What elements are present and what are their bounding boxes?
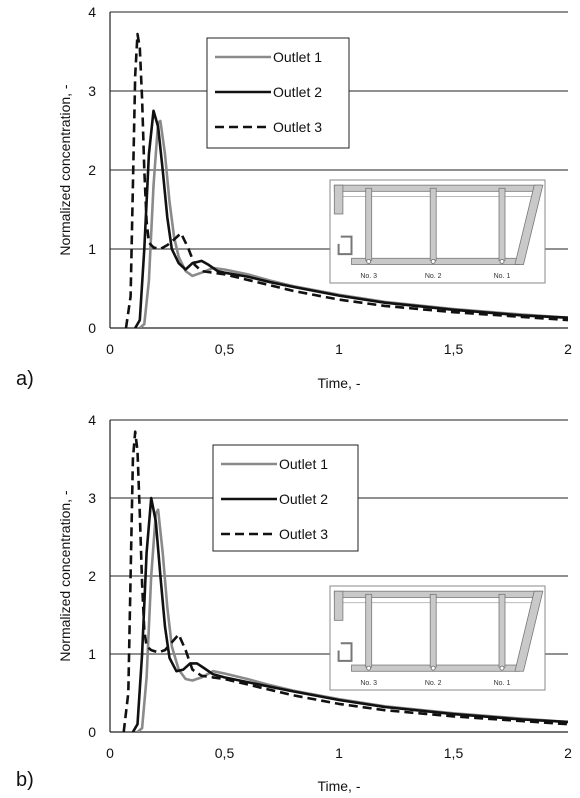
inset-label: No. 3 [360, 273, 377, 280]
inset-outlet-marker [431, 666, 435, 670]
inset-outlet-pipe [430, 188, 436, 260]
x-tick-label: 1,5 [444, 745, 464, 761]
x-tick-label: 0 [106, 745, 114, 761]
legend-label: Outlet 2 [279, 491, 328, 507]
y-axis-title: Normalized concentration, - [57, 84, 73, 256]
inset-outlet-marker [367, 259, 371, 263]
legend-label: Outlet 2 [273, 84, 322, 100]
x-axis-title: Time, - [317, 375, 360, 391]
inset-outlet-marker [431, 259, 435, 263]
panel-label: b) [16, 769, 34, 791]
y-tick-label: 1 [88, 646, 96, 662]
inset-left-wall [334, 185, 343, 214]
inset-outlet-marker [500, 666, 504, 670]
legend-label: Outlet 1 [273, 49, 322, 65]
panel-label: a) [16, 368, 34, 390]
x-tick-label: 0 [106, 341, 114, 357]
inset-outlet-pipe [430, 594, 436, 667]
inset-outlet-pipe [366, 188, 372, 260]
inset-schematic: No. 3 No. 2 No. 1 [330, 180, 545, 283]
y-tick-label: 0 [88, 724, 96, 740]
legend-label: Outlet 1 [279, 456, 328, 472]
inset-frame [330, 586, 545, 690]
inset-label: No. 1 [494, 680, 511, 687]
legend-label: Outlet 3 [273, 119, 322, 135]
y-tick-label: 4 [88, 412, 96, 428]
y-tick-label: 4 [88, 4, 96, 20]
y-tick-label: 3 [88, 83, 96, 99]
inset-top-channel [334, 591, 540, 597]
x-tick-label: 0,5 [215, 341, 235, 357]
x-axis-title: Time, - [317, 778, 360, 794]
inset-outlet-marker [367, 666, 371, 670]
inset-label: No. 2 [425, 273, 442, 280]
inset-label: No. 3 [360, 680, 377, 687]
y-tick-label: 1 [88, 241, 96, 257]
y-tick-label: 0 [88, 320, 96, 336]
inset-label: No. 1 [494, 273, 511, 280]
y-tick-label: 2 [88, 568, 96, 584]
x-tick-label: 2 [564, 745, 572, 761]
chart-panel-b: 0 1 2 3 4 0 0,5 1 1,5 2 Time, - Normalized concentr… [16, 412, 572, 794]
y-axis-title: Normalized concentration, - [57, 490, 73, 662]
inset-frame [330, 180, 545, 283]
x-tick-label: 1,5 [444, 341, 464, 357]
inset-outlet-pipe [499, 188, 505, 260]
chart-panel-a: 0 1 2 3 4 0 0,5 1 1,5 2 Time, - Normalized concentr… [16, 4, 572, 391]
inset-outlet-marker [500, 259, 504, 263]
x-tick-label: 1 [335, 341, 343, 357]
inset-top-channel [334, 185, 540, 191]
legend-label: Outlet 3 [279, 526, 328, 542]
y-tick-label: 2 [88, 162, 96, 178]
inset-label: No. 2 [425, 680, 442, 687]
x-tick-label: 0,5 [215, 745, 235, 761]
inset-outlet-pipe [499, 594, 505, 667]
inset-schematic: No. 3 No. 2 No. 1 [330, 586, 545, 690]
inset-outlet-pipe [366, 594, 372, 667]
x-tick-label: 2 [564, 341, 572, 357]
y-tick-label: 3 [88, 490, 96, 506]
x-tick-label: 1 [335, 745, 343, 761]
inset-left-wall [334, 591, 343, 620]
